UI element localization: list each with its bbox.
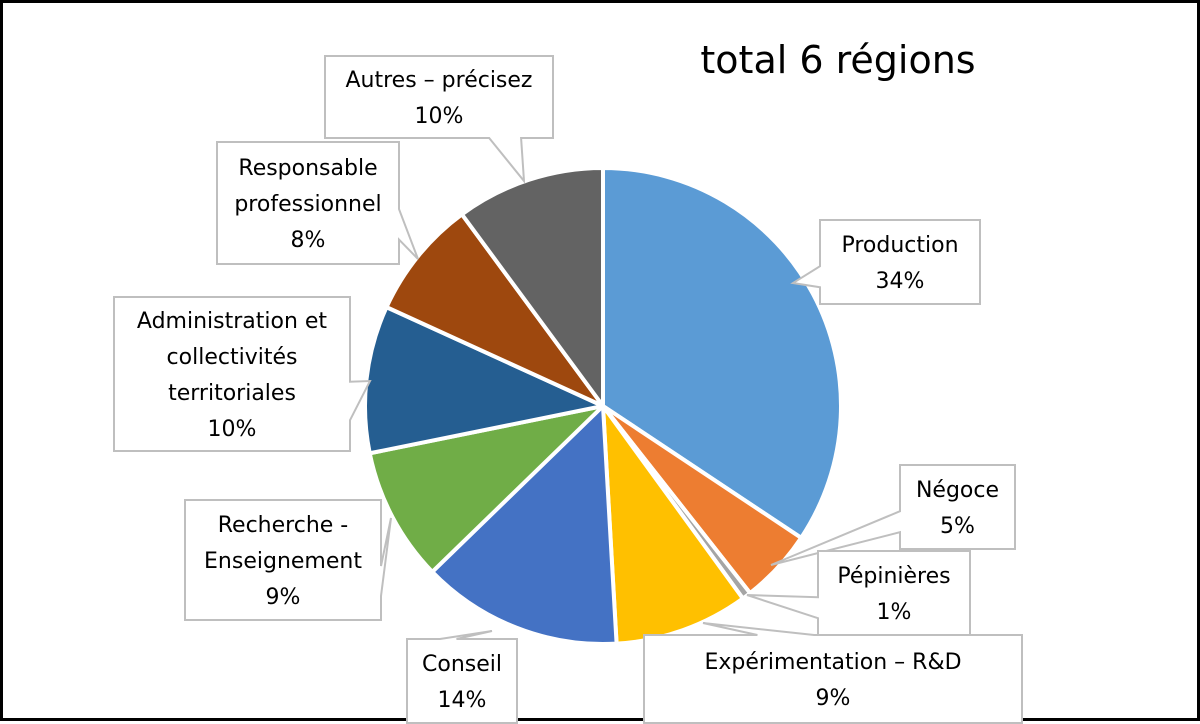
data-label: Conseil 14% xyxy=(406,630,518,724)
data-label: Expérimentation – R&D 9% xyxy=(643,622,1023,724)
data-label: Administration et collectivités territoria… xyxy=(113,296,372,452)
chart-title: total 6 régions xyxy=(700,38,975,82)
data-label-percent: 10% xyxy=(208,417,257,442)
pie-chart: total 6 régions Production 34% Négoce 5% Pép… xyxy=(113,38,1023,724)
data-label-callouts: Production34%Négoce5%Pépinières1%Expérim… xyxy=(113,55,1023,724)
data-label: Pépinières 1% xyxy=(746,550,971,636)
data-label: Production 34% xyxy=(790,219,981,305)
data-label: Responsable professionnel 8% xyxy=(216,141,419,265)
callout-box xyxy=(790,219,981,305)
data-label-percent: 9% xyxy=(816,686,851,711)
data-label-category: Conseil xyxy=(422,652,502,677)
data-label-category: Négoce xyxy=(916,478,999,503)
pie-slice xyxy=(367,404,605,574)
callout-box xyxy=(113,296,372,452)
data-label-category: Autres – précisez xyxy=(346,68,533,93)
data-label-category: Enseignement xyxy=(204,549,362,574)
data-label-category: professionnel xyxy=(234,192,381,217)
data-label-category: Administration et xyxy=(137,309,328,334)
data-label-category: Responsable xyxy=(238,156,377,181)
callout-box xyxy=(746,550,971,636)
data-label-percent: 9% xyxy=(266,585,301,610)
data-label-category: Expérimentation – R&D xyxy=(704,650,961,675)
data-label-category: Recherche - xyxy=(218,513,348,538)
data-label: Négoce 5% xyxy=(770,464,1016,566)
pie-slice xyxy=(363,305,605,456)
data-label: Autres – précisez 10% xyxy=(324,55,554,185)
data-label: Recherche - Enseignement 9% xyxy=(184,499,392,621)
pie-slice xyxy=(384,212,605,408)
callout-box xyxy=(770,464,1016,566)
callout-box xyxy=(184,499,392,621)
pie-slice xyxy=(459,166,605,408)
pie-slice xyxy=(430,404,619,646)
data-label-percent: 8% xyxy=(291,228,326,253)
callout-box xyxy=(216,141,419,265)
pie-slice xyxy=(601,404,745,646)
data-label-percent: 34% xyxy=(876,269,925,294)
data-label-category: Production xyxy=(841,233,958,258)
pie-slices xyxy=(363,166,843,646)
callout-box xyxy=(324,55,554,185)
data-label-percent: 1% xyxy=(877,600,912,625)
data-label-category: territoriales xyxy=(168,381,296,406)
data-label-percent: 10% xyxy=(415,104,464,129)
data-label-category: Pépinières xyxy=(837,564,950,589)
data-label-percent: 14% xyxy=(438,688,487,713)
data-label-percent: 5% xyxy=(940,514,975,539)
data-label-category: collectivités xyxy=(167,345,298,370)
